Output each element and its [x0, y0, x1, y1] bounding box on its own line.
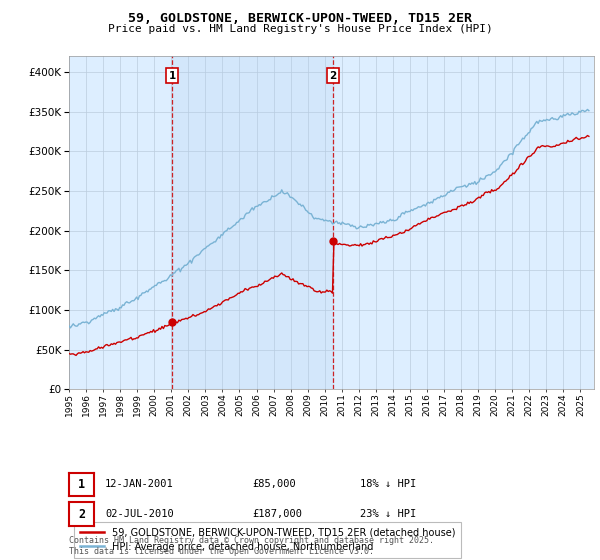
Text: 1: 1 [169, 71, 176, 81]
Text: £85,000: £85,000 [252, 479, 296, 489]
Text: 02-JUL-2010: 02-JUL-2010 [105, 509, 174, 519]
Text: 59, GOLDSTONE, BERWICK-UPON-TWEED, TD15 2ER: 59, GOLDSTONE, BERWICK-UPON-TWEED, TD15 … [128, 12, 472, 25]
Text: 12-JAN-2001: 12-JAN-2001 [105, 479, 174, 489]
Text: 1: 1 [78, 478, 85, 491]
Text: 23% ↓ HPI: 23% ↓ HPI [360, 509, 416, 519]
Text: Price paid vs. HM Land Registry's House Price Index (HPI): Price paid vs. HM Land Registry's House … [107, 24, 493, 34]
Text: Contains HM Land Registry data © Crown copyright and database right 2025.
This d: Contains HM Land Registry data © Crown c… [69, 536, 434, 556]
Bar [172, 56, 333, 389]
Text: 2: 2 [78, 507, 85, 521]
Text: 18% ↓ HPI: 18% ↓ HPI [360, 479, 416, 489]
Legend: 59, GOLDSTONE, BERWICK-UPON-TWEED, TD15 2ER (detached house), HPI: Average price: 59, GOLDSTONE, BERWICK-UPON-TWEED, TD15 … [74, 522, 461, 558]
Text: £187,000: £187,000 [252, 509, 302, 519]
Text: 2: 2 [329, 71, 337, 81]
